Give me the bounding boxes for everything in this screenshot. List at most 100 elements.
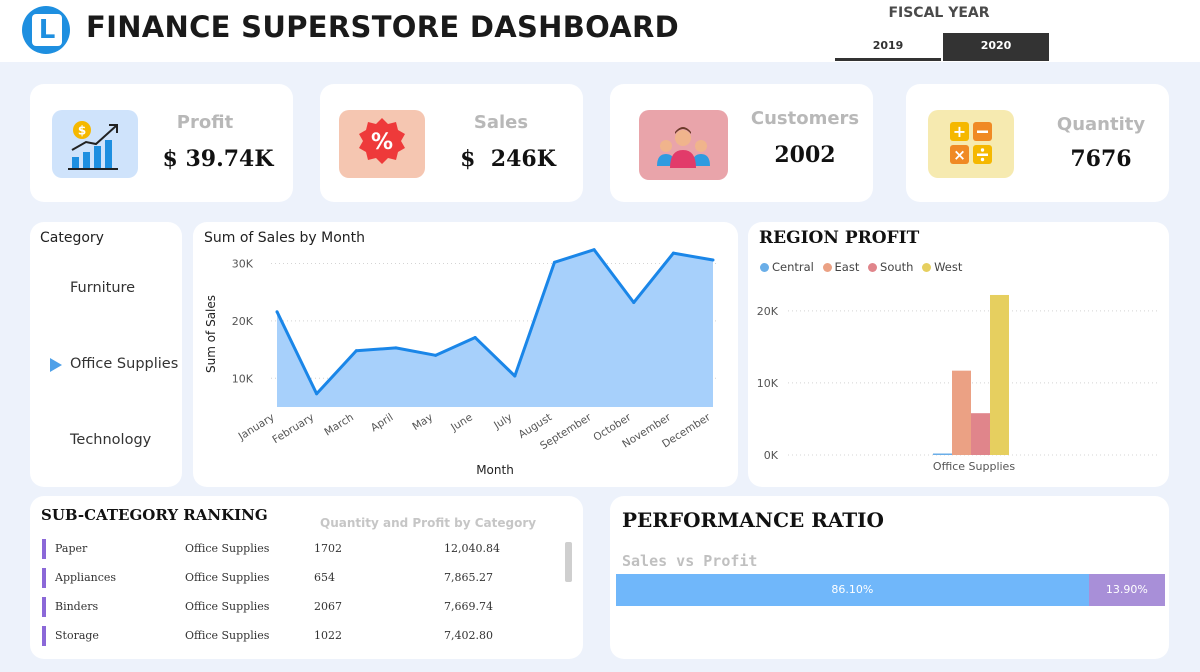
table-row[interactable]: Storage Office Supplies 1022 7,402.80 — [40, 626, 560, 646]
subcategory-category: Office Supplies — [185, 629, 270, 642]
data-point — [711, 258, 715, 262]
sales-value: $ 246K — [460, 146, 556, 172]
sales-chart-title: Sum of Sales by Month — [204, 230, 366, 246]
region-profit-title: REGION PROFIT — [759, 228, 920, 248]
x-tick-label: February — [270, 411, 316, 446]
customers-kpi-card: Customers 2002 — [610, 84, 873, 202]
category-item-office-supplies[interactable]: Office Supplies — [70, 356, 179, 372]
sub-category-ranking-card: SUB-CATEGORY RANKING Quantity and Profit… — [30, 496, 583, 659]
customers-group-icon — [639, 110, 728, 180]
profit-kpi-card: $ Profit $ 39.74K — [30, 84, 293, 202]
legend-dot-icon — [868, 263, 878, 272]
data-point — [632, 301, 636, 305]
ranking-title: SUB-CATEGORY RANKING — [41, 506, 268, 524]
table-row[interactable]: Binders Office Supplies 2067 7,669.74 — [40, 597, 560, 617]
quantity-value: 7676 — [1070, 146, 1132, 172]
performance-title: PERFORMANCE RATIO — [622, 508, 884, 532]
logo-letter-icon: L — [38, 15, 56, 45]
calculator-icon: + × — [928, 110, 1014, 178]
data-point — [434, 353, 438, 357]
profit-label: Profit — [176, 112, 234, 133]
legend-dot-icon — [822, 263, 832, 272]
data-point — [354, 349, 358, 353]
region-profit-card: REGION PROFIT Central East South West 0K… — [748, 222, 1169, 487]
legend-south-label: South — [880, 260, 914, 274]
y-tick-label: 10K — [232, 372, 254, 385]
ratio-sales-segment[interactable]: 86.10% — [616, 574, 1089, 606]
y-tick-label: 20K — [232, 315, 254, 328]
legend-west-label: West — [934, 260, 963, 274]
subcategory-name: Storage — [55, 629, 99, 642]
performance-ratio-card: PERFORMANCE RATIO Sales vs Profit 86.10%… — [610, 496, 1169, 659]
subcategory-name: Paper — [55, 542, 88, 555]
svg-text:+: + — [953, 122, 966, 141]
row-marker — [42, 597, 46, 617]
legend-dot-icon — [922, 263, 932, 272]
quantity-label: Quantity — [1056, 114, 1146, 135]
y-tick-label: 30K — [232, 257, 254, 270]
x-tick-label: Office Supplies — [933, 460, 1015, 473]
subcategory-category: Office Supplies — [185, 542, 270, 555]
y-tick-label: 20K — [757, 305, 779, 318]
bar-central — [933, 453, 952, 455]
subcategory-name: Binders — [55, 600, 99, 613]
subcategory-quantity: 2067 — [314, 600, 342, 613]
profit-chart-icon: $ — [52, 110, 138, 178]
legend-central[interactable]: Central — [760, 260, 814, 274]
customers-label: Customers — [750, 108, 860, 129]
sales-by-month-card: Sum of Sales by Month 10K 20K 30K January Fe… — [193, 222, 738, 487]
svg-text:%: % — [371, 130, 393, 155]
bar-east — [952, 370, 971, 455]
ratio-profit-segment[interactable]: 13.90% — [1088, 574, 1165, 606]
row-marker — [42, 626, 46, 646]
category-item-technology[interactable]: Technology — [70, 432, 152, 448]
category-slicer: Category Furniture Office Supplies Techn… — [30, 222, 182, 487]
x-axis-label: Month — [476, 463, 514, 477]
subcategory-quantity: 1022 — [314, 629, 342, 642]
x-tick-label: June — [448, 411, 475, 434]
x-tick-label: March — [322, 411, 356, 438]
table-row[interactable]: Appliances Office Supplies 654 7,865.27 — [40, 568, 560, 588]
performance-subtitle: Sales vs Profit — [622, 552, 758, 570]
data-point — [275, 310, 279, 314]
row-marker — [42, 539, 46, 559]
data-point — [473, 336, 477, 340]
quantity-kpi-card: + × Quantity 7676 — [906, 84, 1169, 202]
bar-west — [990, 294, 1009, 455]
legend-south[interactable]: South — [868, 260, 913, 274]
sales-label: Sales — [473, 112, 529, 133]
legend-central-label: Central — [772, 260, 814, 274]
subcategory-quantity: 1702 — [314, 542, 342, 555]
region-bar-chart: 0K 10K 20K Office Supplies — [757, 294, 1160, 473]
table-row[interactable]: Paper Office Supplies 1702 12,040.84 — [40, 539, 560, 559]
legend-east[interactable]: East — [822, 260, 860, 274]
category-slicer-title: Category — [40, 230, 104, 246]
subcategory-quantity: 654 — [314, 571, 335, 584]
ranking-subtitle: Quantity and Profit by Category — [320, 516, 537, 530]
selected-arrow-icon — [50, 358, 62, 372]
customers-value: 2002 — [774, 142, 836, 168]
subcategory-name: Appliances — [55, 571, 117, 584]
x-tick-label: May — [410, 411, 435, 433]
x-tick-label: January — [236, 411, 277, 443]
header-bar: L FINANCE SUPERSTORE DASHBOARD FISCAL YE… — [0, 0, 1200, 62]
y-axis-label: Sum of Sales — [204, 295, 218, 373]
subcategory-category: Office Supplies — [185, 600, 270, 613]
fiscal-year-2020-button[interactable]: 2020 — [943, 33, 1049, 61]
y-tick-label: 10K — [757, 377, 779, 390]
svg-text:$: $ — [78, 124, 86, 138]
subcategory-profit: 7,669.74 — [444, 600, 493, 613]
svg-text:×: × — [953, 146, 966, 164]
ranking-scrollbar[interactable] — [565, 542, 572, 582]
row-marker — [42, 568, 46, 588]
legend-dot-icon — [760, 263, 769, 272]
subcategory-profit: 7,865.27 — [444, 571, 493, 584]
app-logo: L — [22, 6, 70, 54]
bar-south — [971, 413, 990, 455]
category-item-furniture[interactable]: Furniture — [70, 280, 136, 296]
x-tick-label: July — [491, 411, 514, 432]
fiscal-year-2019-button[interactable]: 2019 — [835, 33, 941, 61]
logo-inner: L — [32, 14, 62, 46]
legend-west[interactable]: West — [922, 260, 962, 274]
legend-east-label: East — [834, 260, 860, 274]
